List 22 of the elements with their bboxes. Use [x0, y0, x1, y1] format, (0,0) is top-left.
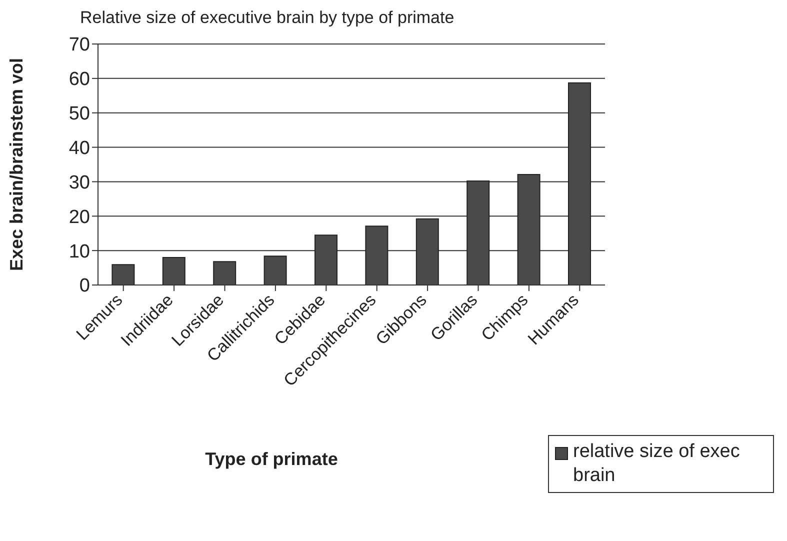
bar [365, 226, 388, 285]
bar [264, 256, 287, 285]
y-tick-label: 50 [68, 104, 90, 125]
bar [314, 234, 338, 285]
chart-title: Relative size of executive brain by type of primate [80, 8, 454, 28]
y-tick-label: 30 [68, 172, 90, 194]
y-tick-label: 70 [68, 34, 90, 56]
bar [517, 174, 540, 285]
bar [213, 261, 236, 285]
bar [466, 180, 490, 285]
y-tick-label: 20 [68, 206, 90, 228]
bar [112, 264, 135, 285]
bar [162, 256, 186, 285]
y-axis-title: Exec brain/brainstem vol [6, 58, 26, 272]
bar [568, 82, 591, 285]
y-tick-label: 10 [68, 241, 90, 262]
bar [416, 218, 439, 285]
y-tick-label: 60 [68, 69, 90, 90]
legend-label: relative size of exec brain [573, 440, 741, 488]
y-tick-label: 0 [79, 276, 90, 297]
x-axis-title: Type of primate [205, 449, 338, 469]
y-tick-label: 40 [68, 138, 90, 160]
